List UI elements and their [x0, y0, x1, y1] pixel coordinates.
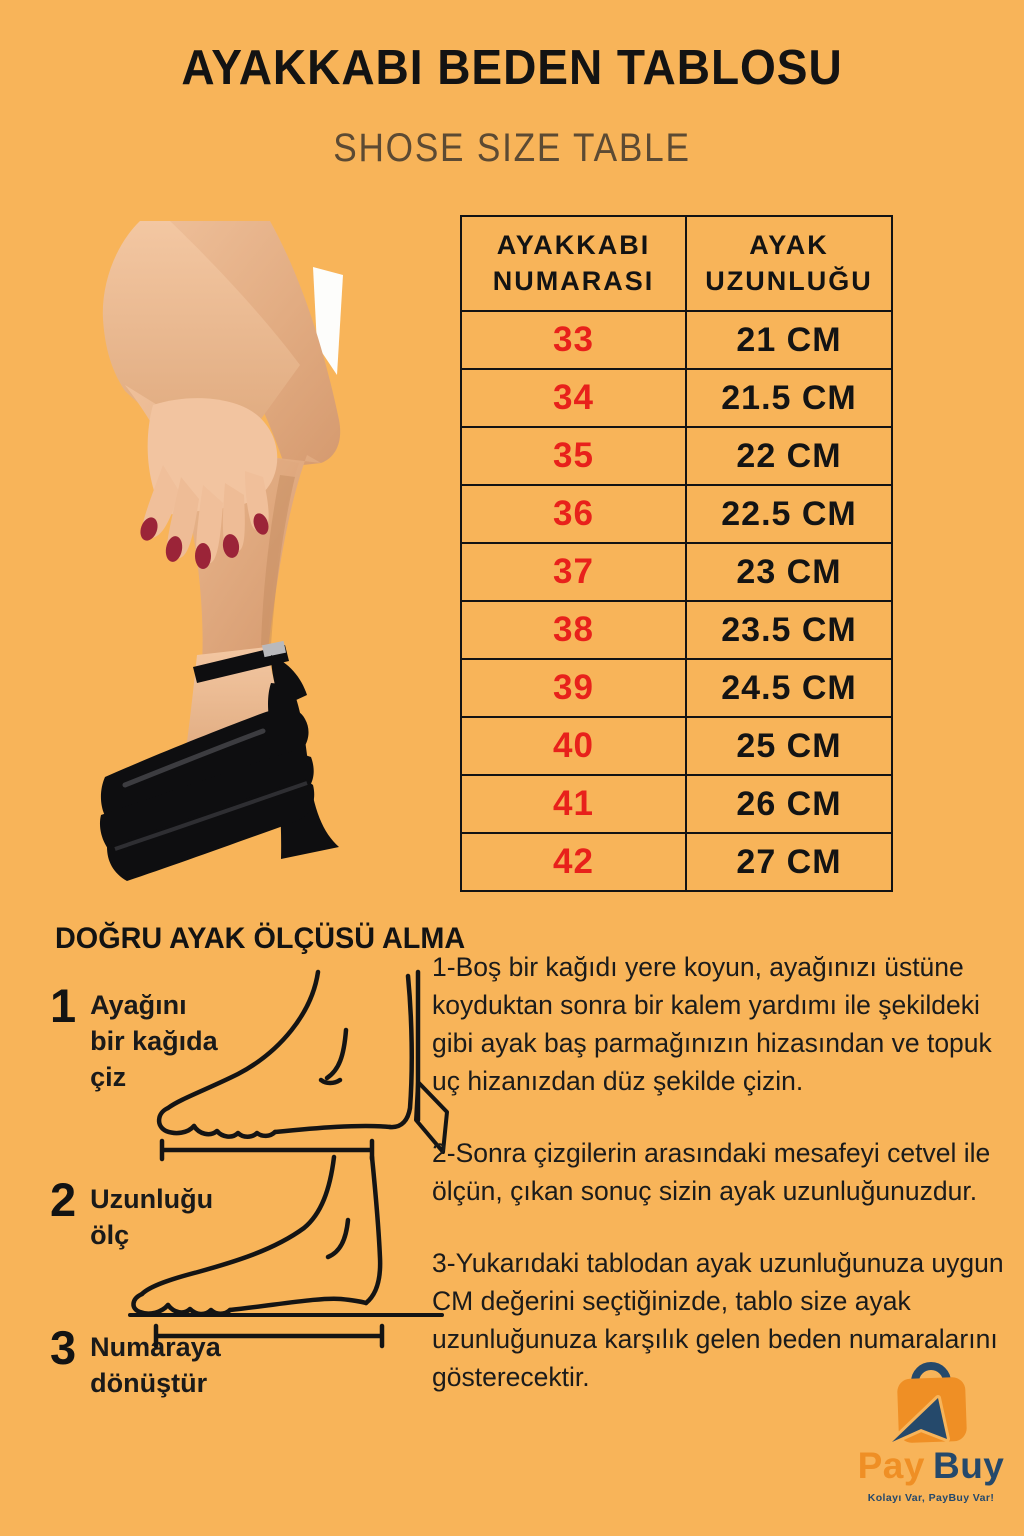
red-nails — [140, 513, 269, 569]
foot-measure-diagram — [128, 1154, 444, 1349]
instruction-paragraph-1: 1-Boş bir kağıdı yere koyun, ayağınızı ü… — [432, 952, 992, 1096]
size-cell: 33 — [460, 310, 687, 370]
size-cell: 39 — [460, 658, 687, 718]
column-header-foot-length: AYAK UZUNLUĞU — [685, 215, 893, 312]
length-cell: 23 CM — [685, 542, 893, 602]
table-row: 38 23.5 CM — [460, 600, 893, 660]
length-cell: 22.5 CM — [685, 484, 893, 544]
column-header-shoe-number: AYAKKABI NUMARASI — [460, 215, 687, 312]
table-row: 37 23 CM — [460, 542, 893, 602]
length-cell: 21 CM — [685, 310, 893, 370]
foot-trace-diagram — [156, 969, 449, 1162]
size-cell: 38 — [460, 600, 687, 660]
table-row: 42 27 CM — [460, 832, 893, 892]
table-row: 40 25 CM — [460, 716, 893, 776]
cursor-arrow-fill — [892, 1398, 947, 1442]
logo-tagline: Kolayı Var, PayBuy Var! — [867, 1492, 995, 1504]
length-cell: 22 CM — [685, 426, 893, 486]
size-table: AYAKKABI NUMARASI AYAK UZUNLUĞU 33 21 CM … — [460, 215, 893, 892]
table-row: 36 22.5 CM — [460, 484, 893, 544]
page-title: AYAKKABI BEDEN TABLOSU — [181, 41, 843, 95]
table-row: 33 21 CM — [460, 310, 893, 370]
shopping-bag-icon — [889, 1362, 967, 1445]
table-row: 35 22 CM — [460, 426, 893, 486]
measure-step-2: 2 Uzunluğu ölç — [50, 1173, 214, 1253]
size-cell: 37 — [460, 542, 687, 602]
instruction-paragraph-2: 2-Sonra çizgilerin arasındaki mesafeyi c… — [432, 1138, 991, 1206]
length-cell: 27 CM — [685, 832, 893, 892]
measure-section-heading: DOĞRU AYAK ÖLÇÜSÜ ALMA — [55, 922, 466, 955]
instruction-paragraph-3: 3-Yukarıdaki tablodan ayak uzunluğunuza … — [432, 1248, 1004, 1392]
paybuy-logo: Pay Buy Kolayı Var, PayBuy Var! — [838, 1348, 1024, 1504]
black-platform-heel — [99, 640, 339, 881]
size-cell: 40 — [460, 716, 687, 776]
measure-step-1: 1 Ayağını bir kağıda çiz — [50, 979, 218, 1095]
length-cell: 24.5 CM — [685, 658, 893, 718]
bag-handle-icon — [911, 1362, 951, 1386]
step-1-label: Ayağını bir kağıda çiz — [90, 990, 218, 1092]
step-3-number: 3 — [50, 1321, 77, 1374]
table-row: 34 21.5 CM — [460, 368, 893, 428]
table-row: 41 26 CM — [460, 774, 893, 834]
logo-word-buy: Buy — [932, 1445, 1005, 1486]
legs-heels-photo — [99, 221, 343, 881]
step-1-number: 1 — [50, 979, 77, 1032]
step-2-number: 2 — [50, 1173, 77, 1226]
length-cell: 25 CM — [685, 716, 893, 776]
hand — [140, 398, 278, 569]
length-cell: 26 CM — [685, 774, 893, 834]
length-cell: 21.5 CM — [685, 368, 893, 428]
length-cell: 23.5 CM — [685, 600, 893, 660]
logo-word-pay: Pay — [857, 1445, 925, 1486]
page-subtitle: SHOSE SIZE TABLE — [333, 126, 691, 170]
instructions-column: 1-Boş bir kağıdı yere koyun, ayağınızı ü… — [432, 948, 1022, 1430]
size-cell: 42 — [460, 832, 687, 892]
table-row: 39 24.5 CM — [460, 658, 893, 718]
size-cell: 34 — [460, 368, 687, 428]
logo-wordmark: Pay Buy — [838, 1446, 1024, 1486]
table-header-row: AYAKKABI NUMARASI AYAK UZUNLUĞU — [460, 215, 893, 312]
step-2-label: Uzunluğu ölç — [90, 1184, 214, 1250]
size-cell: 35 — [460, 426, 687, 486]
size-cell: 36 — [460, 484, 687, 544]
size-cell: 41 — [460, 774, 687, 834]
